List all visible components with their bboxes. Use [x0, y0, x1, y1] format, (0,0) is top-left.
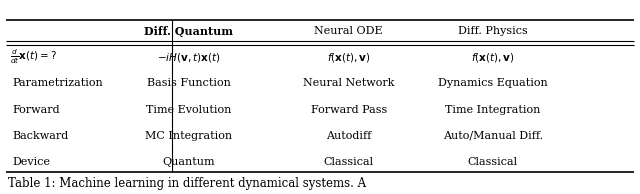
Text: Quantum: Quantum: [163, 157, 215, 167]
Text: $\frac{d}{dt}\mathbf{x}(t)=?$: $\frac{d}{dt}\mathbf{x}(t)=?$: [10, 48, 57, 67]
Text: $f(\mathbf{x}(t),\mathbf{v})$: $f(\mathbf{x}(t),\mathbf{v})$: [327, 51, 371, 64]
Text: Time Integration: Time Integration: [445, 105, 541, 115]
Text: Classical: Classical: [468, 157, 518, 167]
Text: Basis Function: Basis Function: [147, 78, 231, 88]
Text: Auto/Manual Diff.: Auto/Manual Diff.: [443, 131, 543, 141]
Text: Device: Device: [13, 157, 51, 167]
Text: MC Integration: MC Integration: [145, 131, 232, 141]
Text: Neural Network: Neural Network: [303, 78, 394, 88]
Text: Backward: Backward: [13, 131, 69, 141]
Text: Autodiff: Autodiff: [326, 131, 371, 141]
Text: $f(\mathbf{x}(t),\mathbf{v})$: $f(\mathbf{x}(t),\mathbf{v})$: [471, 51, 515, 64]
Text: Dynamics Equation: Dynamics Equation: [438, 78, 548, 88]
Text: Table 1: Machine learning in different dynamical systems. A: Table 1: Machine learning in different d…: [8, 177, 366, 190]
Text: Forward: Forward: [13, 105, 60, 115]
Text: Diff. Physics: Diff. Physics: [458, 26, 527, 36]
Text: Forward Pass: Forward Pass: [310, 105, 387, 115]
Text: Parametrization: Parametrization: [13, 78, 104, 88]
Text: Classical: Classical: [324, 157, 374, 167]
Text: Neural ODE: Neural ODE: [314, 26, 383, 36]
Text: $-iH(\mathbf{v},t)\mathbf{x}(t)$: $-iH(\mathbf{v},t)\mathbf{x}(t)$: [157, 51, 221, 64]
Text: Diff. Quantum: Diff. Quantum: [144, 25, 234, 37]
Text: Time Evolution: Time Evolution: [146, 105, 232, 115]
